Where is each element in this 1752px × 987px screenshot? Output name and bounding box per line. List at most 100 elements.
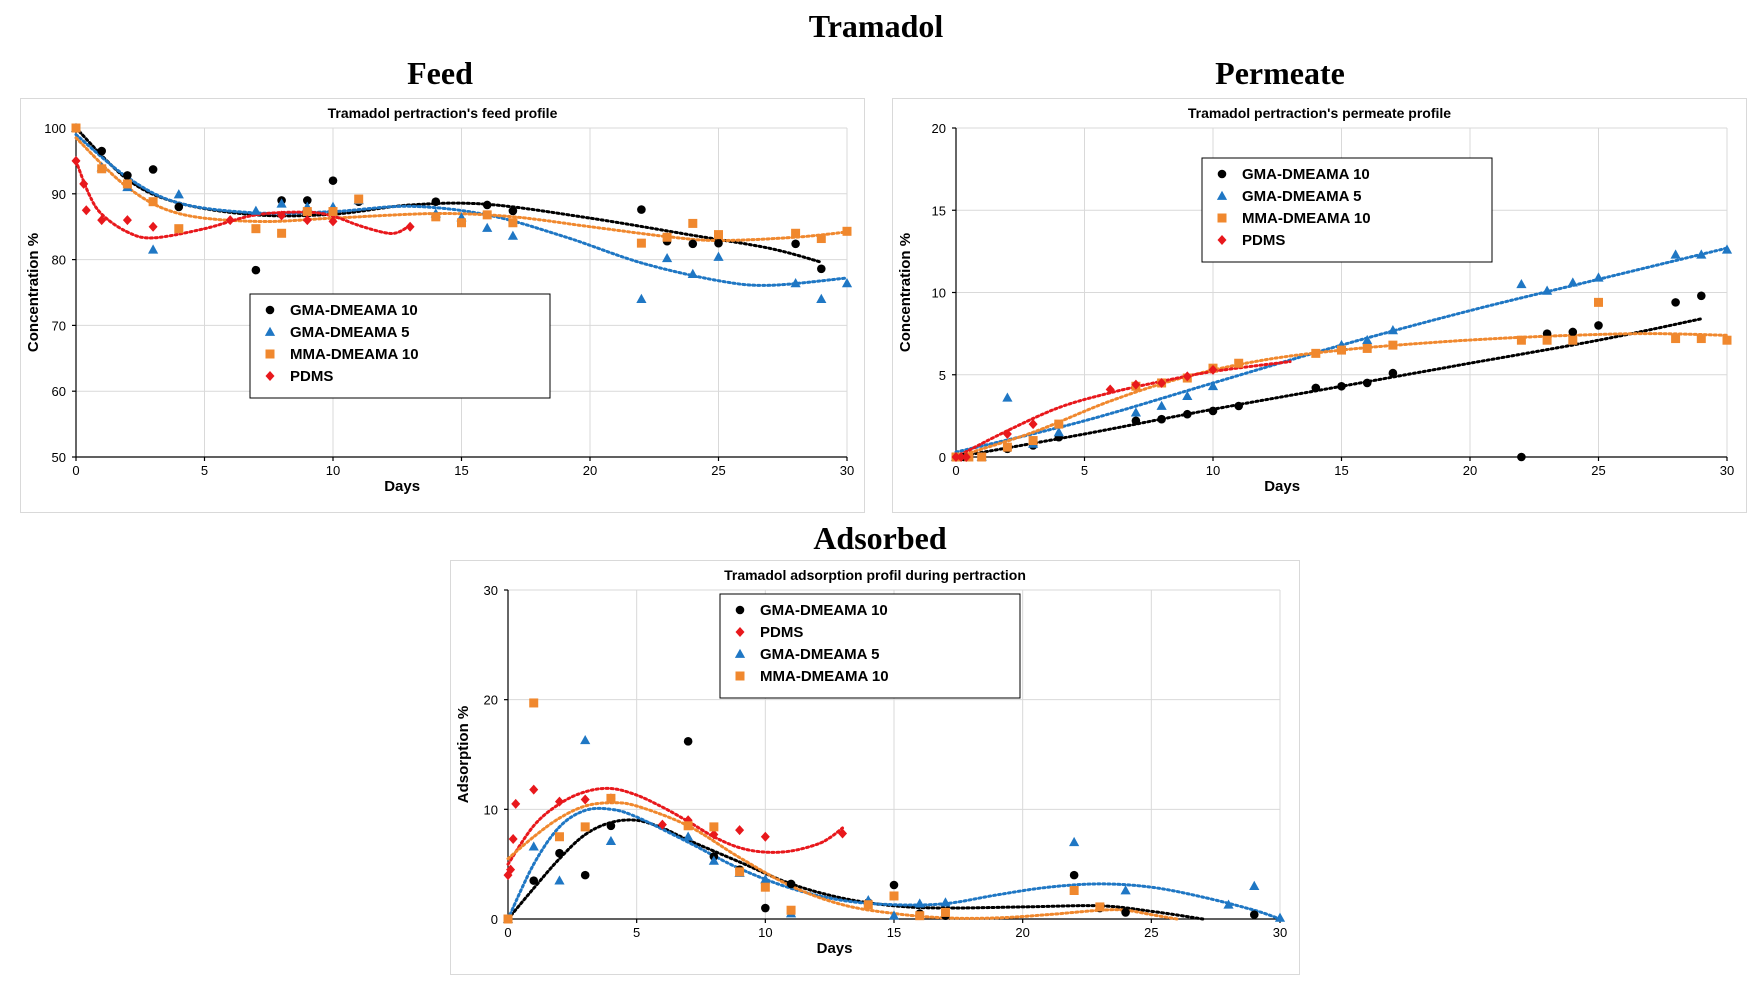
data-point-pdms xyxy=(302,215,312,226)
x-tick-label: 0 xyxy=(504,925,511,940)
data-point-gma5 xyxy=(683,831,694,841)
legend-marker-gma5 xyxy=(264,326,276,336)
data-point-pdms xyxy=(961,452,971,462)
data-point-mma10 xyxy=(482,210,492,220)
y-tick-label: 80 xyxy=(52,253,66,268)
y-tick-label: 100 xyxy=(44,121,66,136)
data-point-mma10 xyxy=(889,891,899,901)
data-point-gma5 xyxy=(276,198,287,208)
legend-marker-mma10 xyxy=(735,671,745,681)
data-point-mma10 xyxy=(735,867,745,877)
y-tick-label: 30 xyxy=(484,583,498,598)
data-point-gma10 xyxy=(1517,452,1526,462)
data-point-pdms xyxy=(122,215,132,226)
x-tick-label: 10 xyxy=(758,925,772,940)
data-point-mma10 xyxy=(786,905,796,915)
trendline-pdms xyxy=(74,159,412,240)
data-point-gma10 xyxy=(1069,870,1079,880)
data-point-gma5 xyxy=(173,189,184,199)
legend-marker-pdms xyxy=(1217,235,1227,245)
x-tick-label: 5 xyxy=(201,463,208,478)
data-point-gma5 xyxy=(713,251,724,261)
data-point-gma10 xyxy=(786,879,796,889)
x-tick-label: 25 xyxy=(1591,463,1605,478)
data-point-pdms xyxy=(709,829,719,840)
data-point-pdms xyxy=(554,796,564,807)
data-point-mma10 xyxy=(688,218,698,228)
data-point-pdms xyxy=(956,452,966,462)
y-tick-label: 70 xyxy=(52,318,66,333)
data-point-gma5 xyxy=(816,293,827,303)
legend-box xyxy=(719,593,1021,699)
data-point-gma10 xyxy=(1121,908,1130,917)
data-point-pdms xyxy=(580,794,590,805)
data-point-gma5 xyxy=(687,268,698,278)
legend: GMA-DMEAMA 10 GMA-DMEAMA 5 MMA-DMEAMA 10 PD… xyxy=(1201,157,1493,263)
data-point-mma10 xyxy=(251,224,261,234)
legend-box xyxy=(1201,157,1493,263)
data-point-mma10 xyxy=(1594,297,1603,307)
points-mma10 xyxy=(503,698,1105,924)
x-tick-label: 5 xyxy=(1081,463,1088,478)
legend-marker-gma10 xyxy=(1217,169,1227,179)
data-point-mma10 xyxy=(791,228,801,238)
data-point-gma5 xyxy=(1069,836,1080,847)
data-point-gma5 xyxy=(662,252,673,263)
data-point-gma10 xyxy=(508,206,518,216)
data-point-mma10 xyxy=(662,232,672,242)
data-point-gma10 xyxy=(1208,406,1218,416)
legend-label-gma5: GMA-DMEAMA 5 xyxy=(760,646,879,663)
legend-marker-mma10 xyxy=(1217,213,1227,223)
data-point-mma10 xyxy=(457,218,466,228)
data-point-gma5 xyxy=(841,277,853,288)
data-point-mma10 xyxy=(636,238,646,248)
data-point-gma10 xyxy=(688,239,698,249)
x-tick-label: 30 xyxy=(1720,463,1734,478)
data-point-gma5 xyxy=(1002,392,1013,402)
data-point-gma10 xyxy=(683,737,693,746)
legend-marker-mma10 xyxy=(265,349,275,359)
points-pdms xyxy=(71,155,415,232)
data-point-gma5 xyxy=(1516,278,1527,289)
data-point-gma5 xyxy=(1721,244,1733,254)
legend-marker-pdms xyxy=(735,627,745,637)
data-point-gma10 xyxy=(1594,321,1603,330)
data-point-gma5 xyxy=(1696,249,1707,259)
legend-marker-pdms xyxy=(265,371,275,381)
data-point-pdms xyxy=(503,870,513,881)
data-point-gma5 xyxy=(1207,380,1219,391)
data-point-mma10 xyxy=(508,218,518,228)
x-tick-label: 30 xyxy=(1273,925,1287,940)
legend-label-mma10: MMA-DMEAMA 10 xyxy=(760,668,889,685)
data-point-pdms xyxy=(97,215,107,226)
y-tick-label: 10 xyxy=(484,802,498,817)
data-point-gma5 xyxy=(1223,899,1234,909)
data-point-gma10 xyxy=(606,821,616,831)
x-axis-label: Days xyxy=(1264,478,1300,495)
data-point-pdms xyxy=(405,221,415,232)
data-point-mma10 xyxy=(71,123,81,133)
data-point-gma5 xyxy=(1542,285,1553,295)
y-tick-label: 10 xyxy=(932,286,946,301)
data-point-pdms xyxy=(71,155,81,166)
data-point-gma10 xyxy=(637,205,646,214)
x-tick-label: 0 xyxy=(952,463,959,478)
y-tick-label: 0 xyxy=(491,912,498,927)
feed-chart: Tramadol pertraction's feed profile 0 5 10 1… xyxy=(20,98,865,513)
data-point-gma5 xyxy=(482,222,493,232)
data-point-gma10 xyxy=(1311,383,1321,393)
x-tick-label: 15 xyxy=(1334,463,1348,478)
y-axis-label: Adsorption % xyxy=(455,706,472,804)
data-point-mma10 xyxy=(1069,885,1079,895)
x-tick-label: 20 xyxy=(583,463,597,478)
x-axis-label: Days xyxy=(817,940,853,957)
y-tick-label: 60 xyxy=(52,384,66,399)
x-tick-label: 10 xyxy=(326,463,340,478)
data-point-gma10 xyxy=(303,196,312,205)
data-point-mma10 xyxy=(1028,436,1038,446)
data-point-pdms xyxy=(1157,377,1167,388)
legend-marker-gma5 xyxy=(1216,190,1228,200)
data-point-gma5 xyxy=(1593,272,1604,282)
data-point-gma10 xyxy=(1183,409,1192,419)
data-point-pdms xyxy=(735,825,745,836)
